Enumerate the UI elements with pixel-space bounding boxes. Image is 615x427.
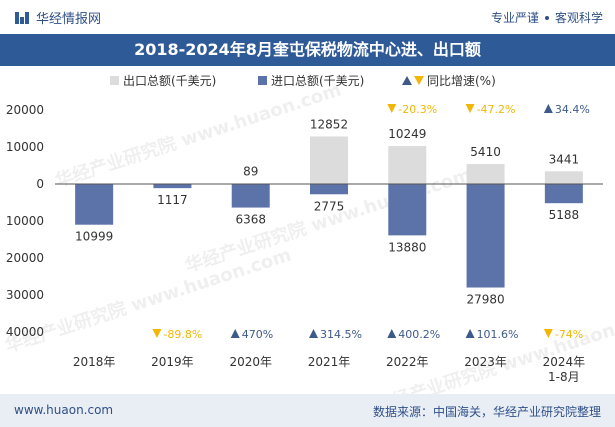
top-bar: 华经情报网 专业严谨 客观科学 (0, 0, 615, 34)
export-bar (310, 136, 348, 184)
y-tick-label: 20000 (6, 103, 44, 117)
import-growth-label: -74% (555, 328, 583, 341)
tagline-2: 客观科学 (554, 11, 603, 25)
import-growth-label: -89.8% (163, 328, 202, 341)
x-tick-label: 2024年 (543, 355, 586, 369)
website-link[interactable]: www.huaon.com (14, 403, 114, 417)
export-growth-label: -20.3% (398, 103, 437, 116)
y-tick-label: 0 (36, 177, 44, 191)
import-bar (388, 184, 427, 236)
legend-label-export: 出口总额(千美元) (123, 74, 216, 88)
import-value-label: 27980 (466, 293, 504, 307)
tagline: 专业严谨 客观科学 (491, 9, 603, 26)
export-bar (466, 163, 505, 184)
up-triangle-icon (543, 104, 553, 113)
y-tick-label: 40000 (6, 325, 44, 339)
import-value-label: 2775 (314, 199, 345, 213)
legend-label-import: 进口总额(千美元) (271, 74, 364, 88)
import-value-label: 10999 (75, 230, 113, 244)
brand-logo-icon (14, 10, 30, 26)
down-triangle-icon (465, 104, 475, 113)
import-bar (544, 184, 583, 204)
y-axis: 20000 10000 0 10000 20000 30000 40000 (6, 103, 44, 339)
x-tick-label: 2021年 (308, 355, 351, 369)
bars (55, 136, 603, 288)
import-growth-label: 314.5% (320, 328, 362, 341)
data-source: 数据来源：中国海关，华经产业研究院整理 (372, 405, 601, 419)
export-growth-label: -47.2% (477, 103, 516, 116)
legend-up-triangle-icon (402, 76, 412, 85)
import-bar (75, 184, 114, 225)
down-triangle-icon (387, 104, 397, 113)
brand[interactable]: 华经情报网 (14, 8, 101, 27)
growth-labels: -20.3% -47.2% 34.4% -89.8% 470% 314.5% 400.2% 1… (152, 103, 590, 341)
import-value-label: 6368 (235, 213, 266, 227)
import-value-label: 5188 (549, 208, 580, 222)
up-triangle-icon (309, 329, 318, 338)
x-tick-label: 2020年 (229, 355, 272, 369)
separator-dot-icon (544, 15, 549, 20)
export-value-label: 10249 (388, 127, 426, 141)
export-bar (544, 171, 583, 184)
export-growth-label: 34.4% (555, 103, 590, 116)
x-tick-label: 2022年 (386, 355, 429, 369)
y-tick-label: 10000 (6, 140, 44, 154)
brand-name: 华经情报网 (36, 12, 102, 27)
export-value-label: 5410 (470, 145, 501, 159)
tagline-1: 专业严谨 (490, 11, 539, 25)
watermark-text: 华经产业研究院 www.huaon.com (52, 79, 344, 192)
y-tick-label: 30000 (6, 288, 44, 302)
import-growth-label: 470% (242, 328, 273, 341)
y-tick-label: 10000 (6, 214, 44, 228)
legend-down-triangle-icon (414, 76, 424, 85)
export-value-label: 12852 (310, 117, 348, 131)
import-value-label: 1117 (157, 193, 188, 207)
x-tick-label: 2019年 (151, 355, 194, 369)
export-bar (388, 146, 427, 184)
import-growth-label: 400.2% (398, 328, 440, 341)
import-bar (153, 184, 192, 189)
footer: www.huaon.com 数据来源：中国海关，华经产业研究院整理 (0, 394, 615, 427)
legend-swatch-export (110, 76, 119, 85)
import-bar (310, 184, 348, 195)
x-tick-label: 2023年 (464, 355, 507, 369)
import-value-label: 13880 (388, 240, 426, 254)
legend-label-growth: 同比增速(%) (427, 74, 496, 88)
up-triangle-icon (465, 329, 475, 338)
y-tick-label: 20000 (6, 251, 44, 265)
legend-swatch-import (258, 76, 267, 85)
up-triangle-icon (387, 329, 397, 338)
data-labels: 89 12852 10249 5410 3441 10999 1117 6368 2775 138… (75, 117, 579, 306)
export-value-label: 89 (243, 165, 258, 179)
up-triangle-icon (230, 329, 240, 338)
import-bar (231, 184, 270, 208)
import-bar (466, 184, 505, 288)
x-tick-label: 1-8月 (548, 370, 580, 384)
down-triangle-icon (152, 329, 162, 338)
chart-title: 2018-2024年8月奎屯保税物流中心进、出口额 (0, 34, 615, 66)
import-growth-label: 101.6% (477, 328, 519, 341)
legend: 出口总额(千美元) 进口总额(千美元) 同比增速(%) (110, 74, 496, 88)
export-value-label: 3441 (549, 152, 580, 166)
down-triangle-icon (543, 329, 553, 338)
x-tick-label: 2018年 (73, 355, 116, 369)
